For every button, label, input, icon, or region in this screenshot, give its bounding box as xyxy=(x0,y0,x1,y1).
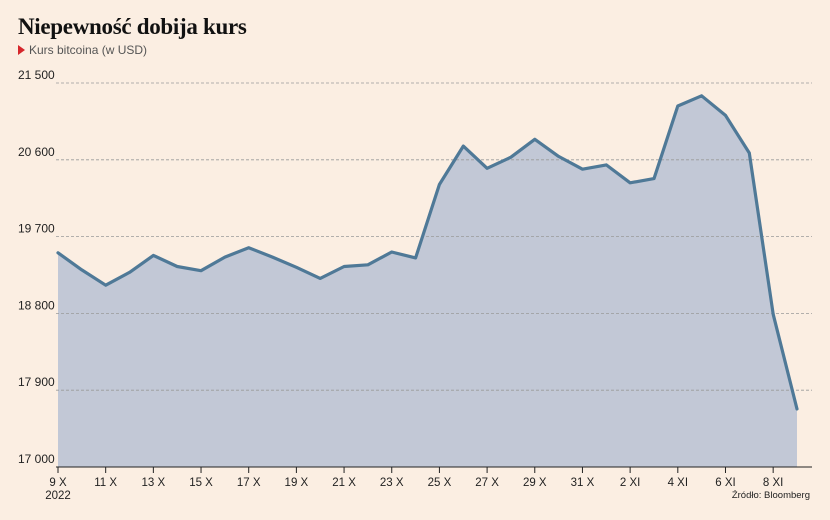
series-line xyxy=(56,94,799,411)
x-tick-label: 25 X xyxy=(428,477,452,489)
x-tick-year-label: 2022 xyxy=(45,490,71,502)
x-tick-label: 27 X xyxy=(475,477,499,489)
x-tick-label: 21 X xyxy=(332,477,356,489)
y-tick-label: 17 000 xyxy=(18,452,55,466)
x-tick-label: 2 XI xyxy=(620,477,640,489)
y-tick-label: 19 700 xyxy=(18,222,55,236)
area-fill xyxy=(58,95,797,468)
x-tick-label: 15 X xyxy=(189,477,213,489)
x-tick-label: 9 X xyxy=(49,477,67,489)
y-tick-label: 20 600 xyxy=(18,145,55,159)
chart-subtitle: Kurs bitcoina (w USD) xyxy=(18,43,147,57)
red-triangle-marker-icon xyxy=(18,45,25,55)
y-tick-label: 21 500 xyxy=(18,68,55,82)
y-tick-label: 18 800 xyxy=(18,298,55,312)
x-tick-label: 17 X xyxy=(237,477,261,489)
x-tick-label: 31 X xyxy=(571,477,595,489)
x-tick-label: 23 X xyxy=(380,477,404,489)
x-tick-label: 6 XI xyxy=(715,477,735,489)
subtitle-text: Kurs bitcoina (w USD) xyxy=(29,43,148,57)
source-note: Źródło: Bloomberg xyxy=(731,490,810,501)
x-tick-label: 11 X xyxy=(94,477,117,489)
x-tick-label: 29 X xyxy=(523,477,547,489)
x-tick-label: 8 XI xyxy=(763,477,783,489)
x-tick-label: 19 X xyxy=(285,477,309,489)
chart-title: Niepewność dobija kurs xyxy=(18,14,247,39)
y-tick-label: 17 900 xyxy=(18,375,55,389)
x-tick-label: 4 XI xyxy=(668,477,688,489)
x-tick-label: 13 X xyxy=(142,477,166,489)
